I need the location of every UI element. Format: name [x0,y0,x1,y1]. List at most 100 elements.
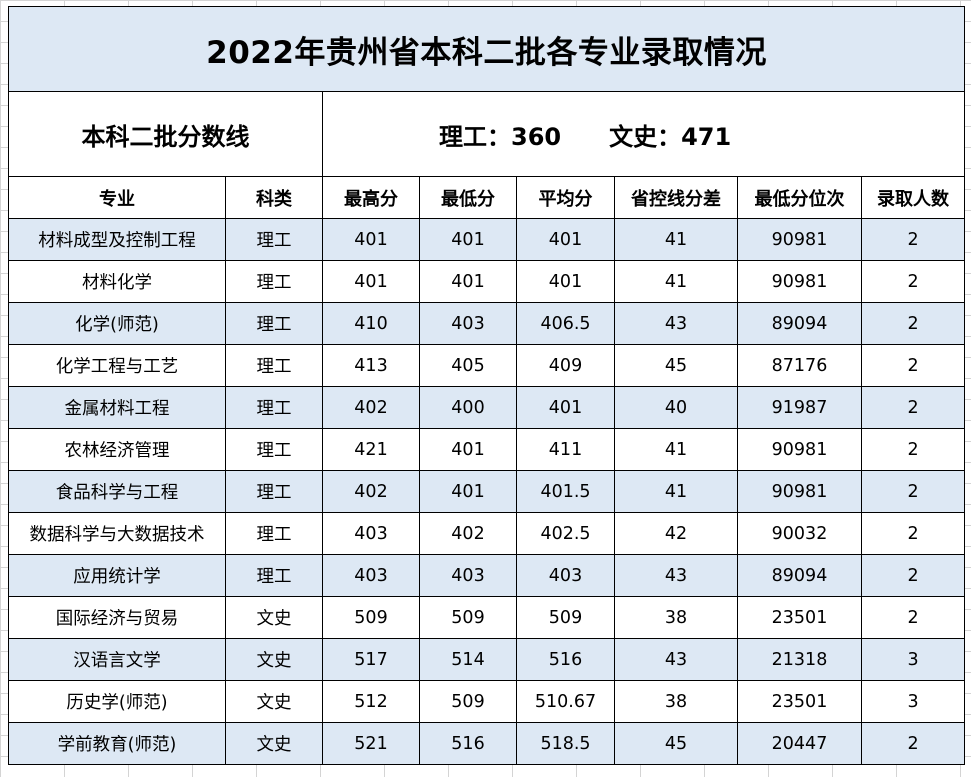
cell-line-diff[interactable]: 42 [614,512,738,555]
cell-avg-score[interactable]: 509 [516,596,615,639]
cell-min-score[interactable]: 514 [419,638,517,681]
cell-max-score[interactable]: 402 [322,386,420,429]
column-header-major[interactable]: 专业 [8,176,226,219]
column-header-avg-score[interactable]: 平均分 [516,176,615,219]
cell-category[interactable]: 理工 [225,260,323,303]
column-header-category[interactable]: 科类 [225,176,323,219]
cell-major[interactable]: 材料化学 [8,260,226,303]
cell-admitted-count[interactable]: 2 [860,512,966,555]
cell-min-score[interactable]: 509 [419,596,517,639]
table-title[interactable]: 2022年贵州省本科二批各专业录取情况 [7,6,966,92]
cell-min-score[interactable]: 401 [419,428,517,471]
cell-avg-score[interactable]: 401 [516,260,615,303]
cell-line-diff[interactable]: 38 [614,680,738,723]
score-line-values[interactable]: 理工：360 文史：471 [321,91,966,177]
cell-major[interactable]: 化学(师范) [8,302,226,345]
cell-category[interactable]: 理工 [225,386,323,429]
score-line-label[interactable]: 本科二批分数线 [8,91,323,177]
cell-min-score[interactable]: 400 [419,386,517,429]
cell-min-score[interactable]: 403 [419,554,517,597]
cell-category[interactable]: 文史 [225,596,323,639]
cell-max-score[interactable]: 402 [322,470,420,513]
cell-category[interactable]: 文史 [225,680,323,723]
cell-admitted-count[interactable]: 2 [860,554,966,597]
cell-category[interactable]: 理工 [225,428,323,471]
cell-min-rank[interactable]: 90981 [737,260,862,303]
cell-min-score[interactable]: 401 [419,218,517,261]
cell-major[interactable]: 应用统计学 [8,554,226,597]
cell-line-diff[interactable]: 41 [614,218,738,261]
cell-line-diff[interactable]: 41 [614,260,738,303]
cell-max-score[interactable]: 413 [322,344,420,387]
cell-admitted-count[interactable]: 3 [860,680,966,723]
cell-line-diff[interactable]: 45 [614,722,738,765]
cell-avg-score[interactable]: 409 [516,344,615,387]
cell-avg-score[interactable]: 401.5 [516,470,615,513]
cell-category[interactable]: 理工 [225,302,323,345]
cell-max-score[interactable]: 517 [322,638,420,681]
cell-min-rank[interactable]: 90981 [737,218,862,261]
cell-category[interactable]: 理工 [225,554,323,597]
column-header-admitted-count[interactable]: 录取人数 [860,176,966,219]
cell-min-score[interactable]: 401 [419,470,517,513]
cell-min-rank[interactable]: 90981 [737,470,862,513]
cell-min-rank[interactable]: 20447 [737,722,862,765]
cell-max-score[interactable]: 403 [322,512,420,555]
cell-avg-score[interactable]: 406.5 [516,302,615,345]
cell-min-score[interactable]: 509 [419,680,517,723]
cell-min-rank[interactable]: 89094 [737,554,862,597]
cell-line-diff[interactable]: 43 [614,638,738,681]
cell-major[interactable]: 金属材料工程 [8,386,226,429]
cell-line-diff[interactable]: 41 [614,470,738,513]
cell-admitted-count[interactable]: 2 [860,722,966,765]
cell-min-score[interactable]: 401 [419,260,517,303]
cell-max-score[interactable]: 410 [322,302,420,345]
cell-min-score[interactable]: 402 [419,512,517,555]
cell-min-rank[interactable]: 23501 [737,680,862,723]
cell-avg-score[interactable]: 516 [516,638,615,681]
cell-max-score[interactable]: 521 [322,722,420,765]
cell-category[interactable]: 文史 [225,722,323,765]
column-header-min-score[interactable]: 最低分 [419,176,517,219]
cell-line-diff[interactable]: 45 [614,344,738,387]
cell-max-score[interactable]: 421 [322,428,420,471]
cell-admitted-count[interactable]: 2 [860,260,966,303]
cell-major[interactable]: 农林经济管理 [8,428,226,471]
cell-major[interactable]: 历史学(师范) [8,680,226,723]
cell-avg-score[interactable]: 403 [516,554,615,597]
cell-major[interactable]: 材料成型及控制工程 [8,218,226,261]
cell-min-score[interactable]: 405 [419,344,517,387]
column-header-line-diff[interactable]: 省控线分差 [614,176,738,219]
cell-major[interactable]: 化学工程与工艺 [8,344,226,387]
cell-category[interactable]: 理工 [225,512,323,555]
cell-max-score[interactable]: 512 [322,680,420,723]
cell-major[interactable]: 学前教育(师范) [8,722,226,765]
cell-min-rank[interactable]: 87176 [737,344,862,387]
column-header-min-rank[interactable]: 最低分位次 [737,176,862,219]
cell-admitted-count[interactable]: 2 [860,218,966,261]
cell-avg-score[interactable]: 510.67 [516,680,615,723]
cell-major[interactable]: 汉语言文学 [8,638,226,681]
cell-min-rank[interactable]: 89094 [737,302,862,345]
cell-admitted-count[interactable]: 2 [860,344,966,387]
cell-admitted-count[interactable]: 2 [860,386,966,429]
cell-line-diff[interactable]: 41 [614,428,738,471]
cell-category[interactable]: 理工 [225,470,323,513]
cell-admitted-count[interactable]: 2 [860,596,966,639]
cell-max-score[interactable]: 401 [322,218,420,261]
cell-admitted-count[interactable]: 3 [860,638,966,681]
cell-major[interactable]: 食品科学与工程 [8,470,226,513]
cell-category[interactable]: 理工 [225,218,323,261]
cell-line-diff[interactable]: 38 [614,596,738,639]
cell-admitted-count[interactable]: 2 [860,470,966,513]
cell-avg-score[interactable]: 518.5 [516,722,615,765]
cell-category[interactable]: 理工 [225,344,323,387]
cell-max-score[interactable]: 401 [322,260,420,303]
cell-min-rank[interactable]: 90981 [737,428,862,471]
cell-admitted-count[interactable]: 2 [860,428,966,471]
cell-category[interactable]: 文史 [225,638,323,681]
cell-admitted-count[interactable]: 2 [860,302,966,345]
cell-line-diff[interactable]: 43 [614,554,738,597]
cell-min-score[interactable]: 403 [419,302,517,345]
cell-max-score[interactable]: 509 [322,596,420,639]
